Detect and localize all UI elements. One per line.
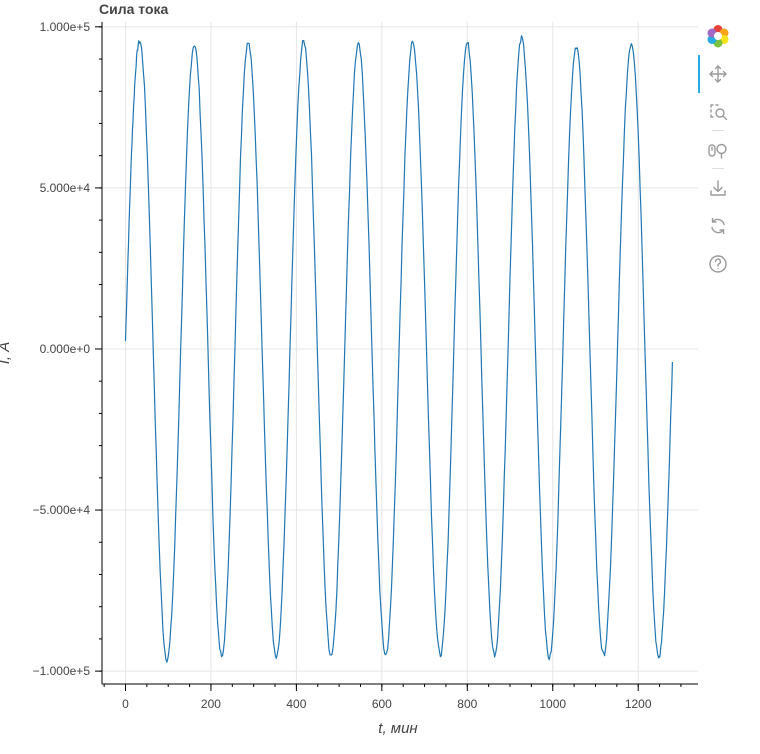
series-line xyxy=(124,35,673,663)
chart: Сила тока 0 200 400 600 800 1000 1200 1.000e+5… xyxy=(0,1,698,737)
y-axis: 1.000e+5 5.000e+4 0.000e+0 −5.000e+4 −1.000e… xyxy=(33,20,102,678)
y-tick-label: −5.000e+4 xyxy=(33,503,91,517)
x-axis: 0 200 400 600 800 1000 1200 xyxy=(103,684,682,711)
plot-frame xyxy=(101,22,698,685)
toolbar xyxy=(698,20,738,290)
y-tick-label: −1.000e+5 xyxy=(33,664,91,678)
x-tick-label: 400 xyxy=(286,697,306,711)
grid xyxy=(102,22,698,684)
toolbar-separator xyxy=(712,130,724,131)
x-tick-label: 600 xyxy=(372,697,392,711)
x-tick-label: 200 xyxy=(201,697,221,711)
series-layer xyxy=(124,35,673,663)
save-icon[interactable] xyxy=(706,176,730,200)
box-zoom-icon[interactable] xyxy=(706,100,730,124)
toolbar-separator xyxy=(712,168,724,169)
chart-title: Сила тока xyxy=(99,1,169,17)
x-axis-label: t, мин xyxy=(378,720,417,737)
pan-icon[interactable] xyxy=(706,62,730,86)
x-tick-label: 1200 xyxy=(625,697,652,711)
active-tool-indicator xyxy=(698,55,700,93)
bokeh-logo-icon[interactable] xyxy=(706,24,730,48)
y-axis-label: I, А xyxy=(0,342,13,365)
x-tick-label: 0 xyxy=(122,697,129,711)
wheel-zoom-icon[interactable] xyxy=(706,138,730,162)
y-tick-label: 0.000e+0 xyxy=(40,342,91,356)
help-icon[interactable] xyxy=(706,252,730,276)
x-tick-label: 800 xyxy=(457,697,477,711)
y-tick-label: 1.000e+5 xyxy=(40,20,91,34)
reset-icon[interactable] xyxy=(706,214,730,238)
x-tick-label: 1000 xyxy=(539,697,566,711)
y-tick-label: 5.000e+4 xyxy=(40,181,91,195)
